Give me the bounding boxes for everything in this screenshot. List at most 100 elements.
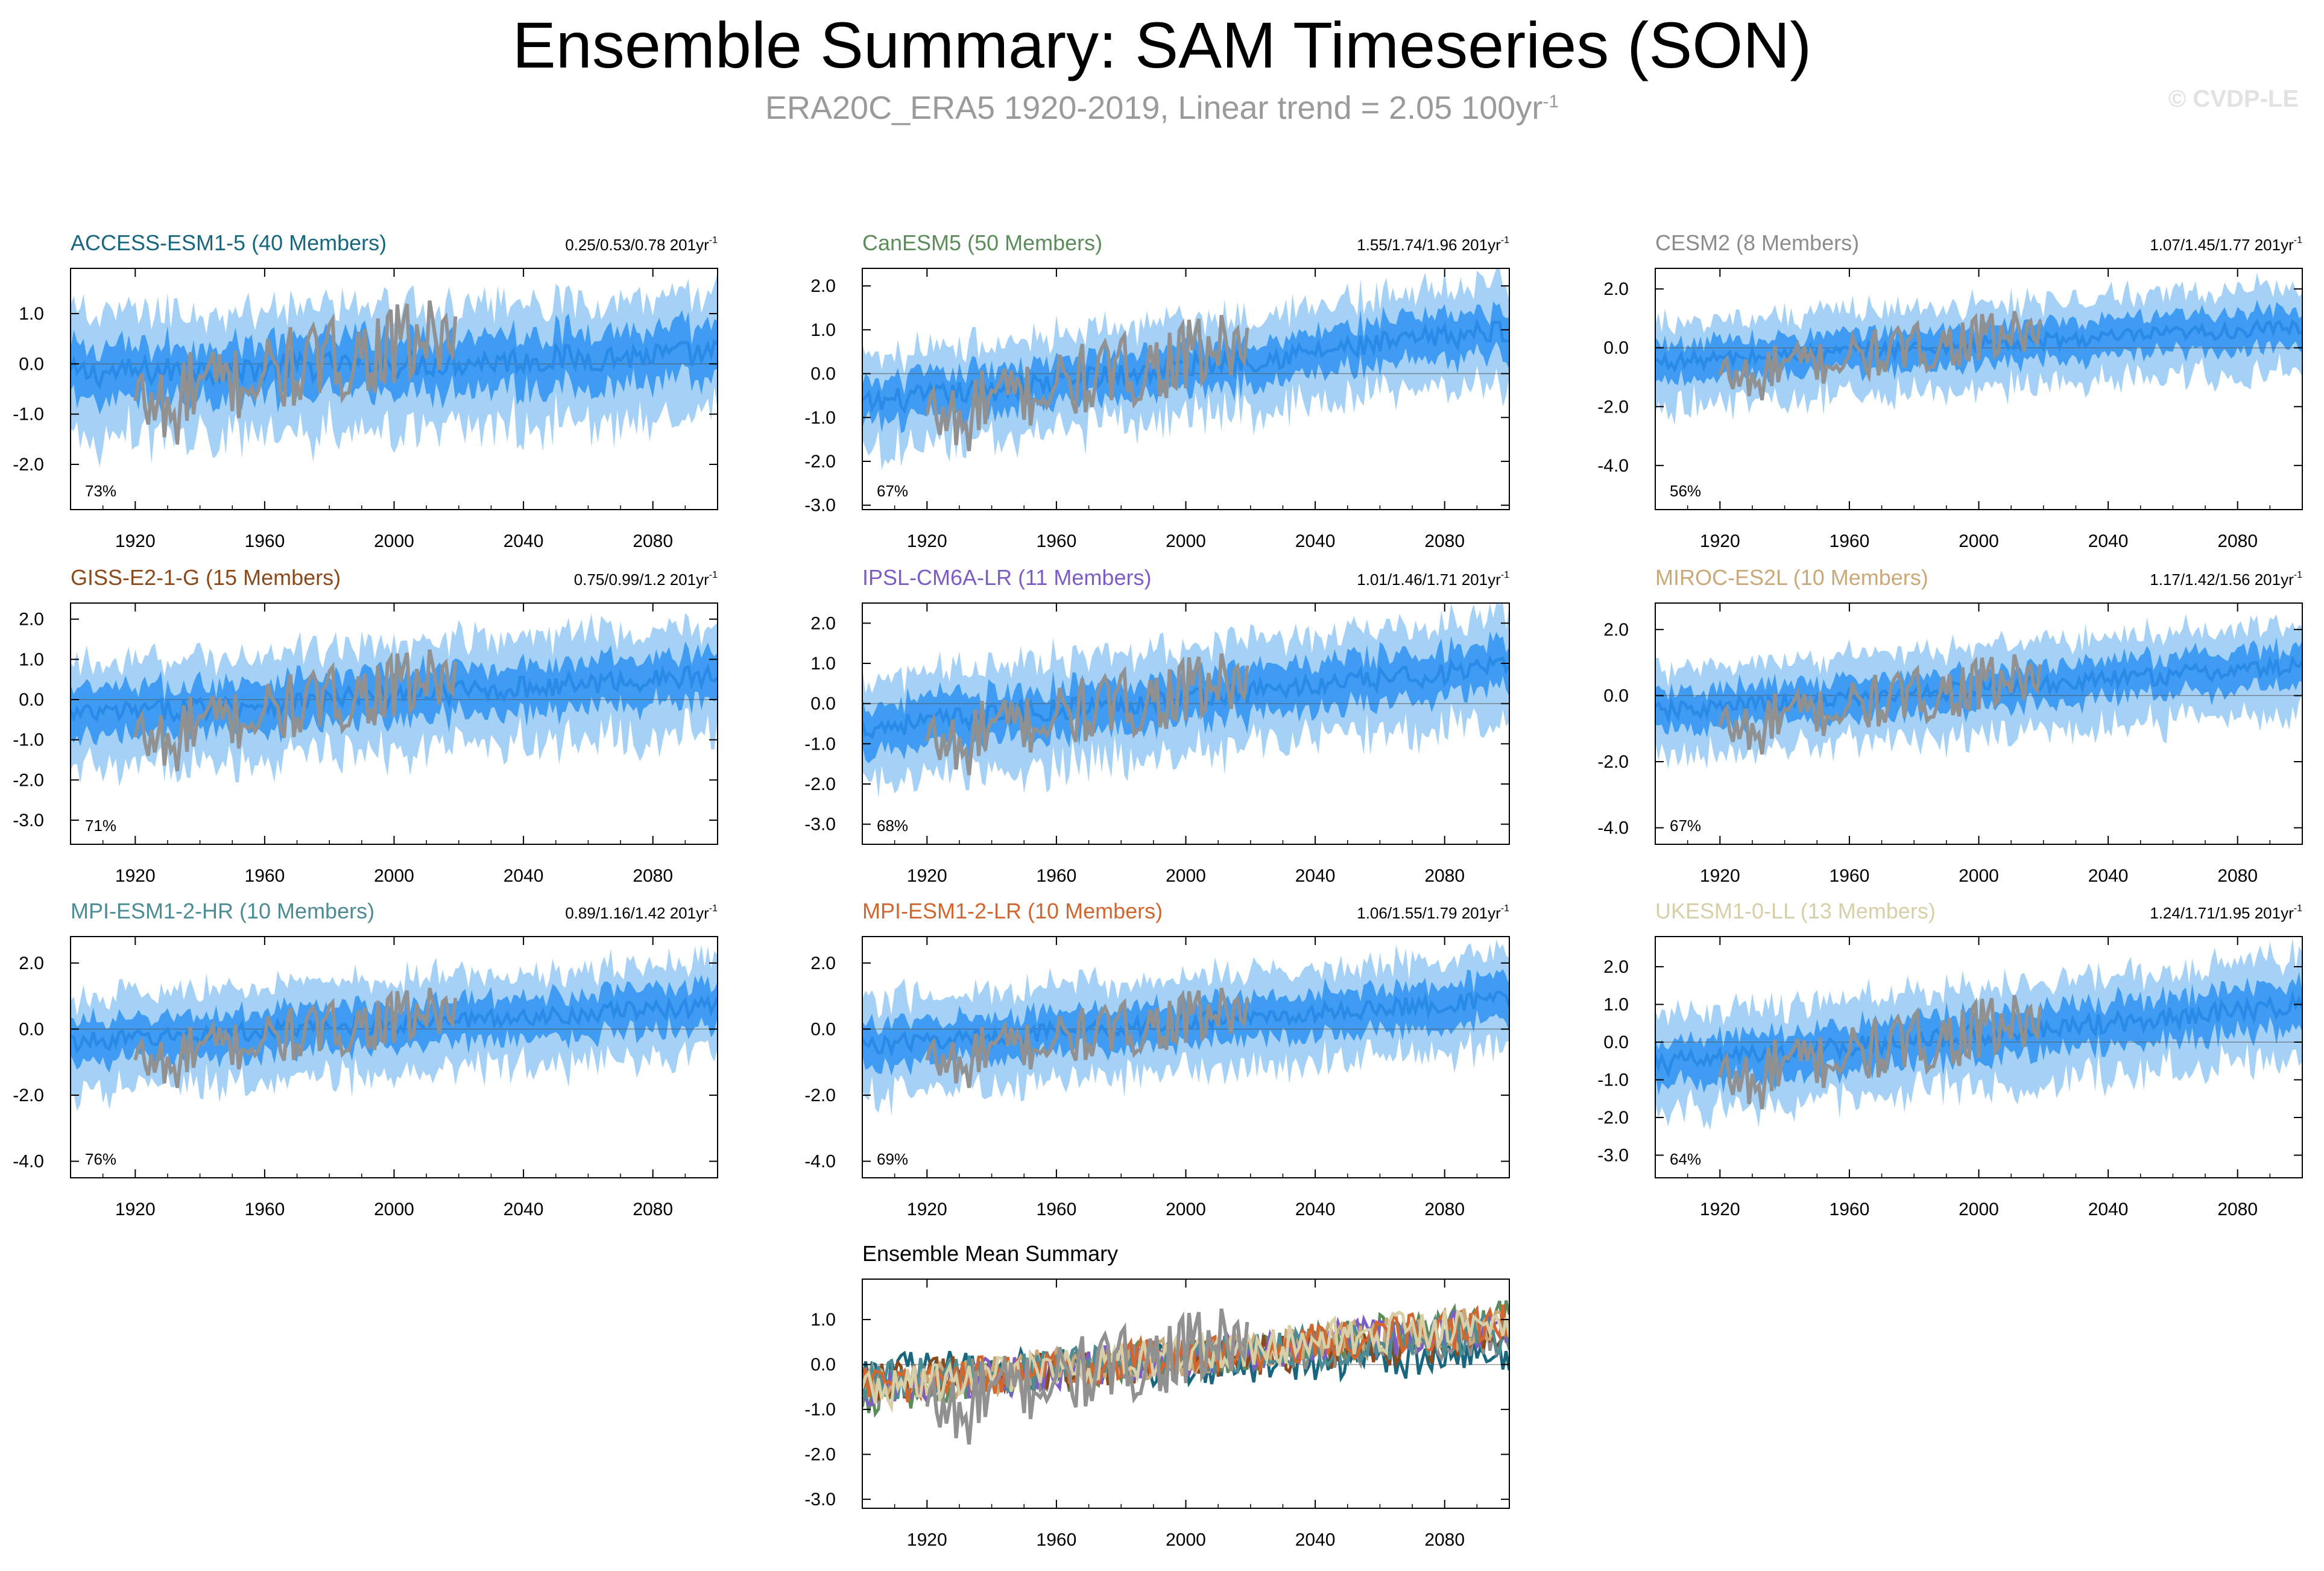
trend-unit-exponent: -1 <box>1501 903 1509 914</box>
y-tick-label: -2.0 <box>1597 1108 1629 1128</box>
y-tick-label: 1.0 <box>1603 995 1629 1015</box>
x-tick-label: 2080 <box>1424 531 1465 551</box>
trend-value: 1.07/1.45/1.77 201yr <box>2150 236 2294 254</box>
panel-canesm5: 1920 1960 2000 2040 2080 -3.0 -2.0 -1.0 0.0 1.0 2.… <box>804 230 1510 551</box>
x-tick-label: 2040 <box>504 531 544 551</box>
x-tick-label: 2040 <box>1295 866 1336 886</box>
figure-subtitle: ERA20C_ERA5 1920-2019, Linear trend = 2.… <box>0 89 2324 127</box>
panel-title: MPI-ESM1-2-HR (10 Members) <box>71 899 374 923</box>
panel-access-esm1-5: 1920 1960 2000 2040 2080 -2.0 -1.0 0.0 1.0 ACCESS… <box>13 230 718 551</box>
observations-line <box>1718 994 2042 1110</box>
x-tick-label: 2000 <box>1959 1200 1999 1219</box>
plot-area <box>71 613 718 786</box>
observations-line <box>1718 311 2042 400</box>
y-tick-label: -2.0 <box>13 1086 44 1105</box>
trend-unit-exponent: -1 <box>2294 903 2302 914</box>
panel-mpi-esm1-2-hr: 1920 1960 2000 2040 2080 -4.0 -2.0 0.0 2.0 MPI-ES… <box>13 899 718 1219</box>
y-tick-label: -4.0 <box>1597 456 1629 476</box>
plot-area <box>862 603 1509 798</box>
x-tick-label: 2080 <box>1424 1530 1465 1550</box>
panel-title: GISS-E2-1-G (15 Members) <box>71 565 341 590</box>
trend-unit-exponent: -1 <box>709 903 718 914</box>
x-tick-label: 1960 <box>245 866 285 886</box>
x-tick-label: 2040 <box>1295 531 1336 551</box>
credit-watermark: © CVDP-LE <box>2168 86 2299 112</box>
x-tick-label: 1920 <box>1700 531 1740 551</box>
trend-unit-exponent: -1 <box>2294 235 2302 245</box>
y-tick-label: -1.0 <box>804 1400 836 1420</box>
y-tick-label: -2.0 <box>804 452 836 472</box>
plot-area <box>862 268 1509 470</box>
x-tick-label: 2040 <box>1295 1200 1336 1219</box>
percent-label: 67% <box>877 482 908 500</box>
y-tick-label: 1.0 <box>19 650 44 669</box>
x-tick-label: 1960 <box>1037 1200 1077 1219</box>
panel-title: MIROC-ES2L (10 Members) <box>1655 565 1928 590</box>
x-tick-label: 1960 <box>245 531 285 551</box>
plot-area <box>1655 937 2302 1130</box>
trend-unit-exponent: -1 <box>1501 570 1509 580</box>
y-tick-label: 1.0 <box>810 320 836 340</box>
y-tick-label: 0.0 <box>1603 686 1629 706</box>
x-tick-label: 2080 <box>633 866 673 886</box>
trend-annotation: 0.25/0.53/0.78 201yr-1 <box>565 235 718 254</box>
panel-miroc-es2l: 1920 1960 2000 2040 2080 -4.0 -2.0 0.0 2.0 MIROC-… <box>1597 565 2303 886</box>
y-tick-label: 2.0 <box>19 953 44 973</box>
trend-annotation: 0.75/0.99/1.2 201yr-1 <box>574 570 718 589</box>
percent-label: 67% <box>1670 817 1701 835</box>
trend-value: 1.24/1.71/1.95 201yr <box>2150 904 2294 922</box>
panel-cesm2: 1920 1960 2000 2040 2080 -4.0 -2.0 0.0 2.0 CESM2 … <box>1597 230 2303 551</box>
trend-unit-exponent: -1 <box>2294 570 2302 580</box>
y-tick-label: -2.0 <box>1597 397 1629 417</box>
plot-area <box>71 273 718 467</box>
x-tick-label: 2040 <box>2088 531 2129 551</box>
y-tick-label: -1.0 <box>804 734 836 754</box>
y-tick-label: 2.0 <box>1603 957 1629 977</box>
x-tick-label: 1920 <box>115 866 156 886</box>
observations-line <box>133 300 458 445</box>
y-tick-label: -4.0 <box>804 1152 836 1172</box>
y-tick-label: 1.0 <box>810 654 836 674</box>
x-tick-label: 2080 <box>1424 1200 1465 1219</box>
y-tick-label: -2.0 <box>13 770 44 790</box>
y-tick-label: -2.0 <box>804 774 836 794</box>
x-tick-label: 1960 <box>1037 1530 1077 1550</box>
percent-label: 73% <box>85 482 116 500</box>
percent-label: 71% <box>85 817 116 835</box>
y-tick-label: 2.0 <box>1603 279 1629 299</box>
x-tick-label: 2000 <box>374 531 414 551</box>
y-tick-label: 0.0 <box>810 1019 836 1039</box>
y-tick-label: -3.0 <box>13 811 44 830</box>
x-tick-label: 2000 <box>374 1200 414 1219</box>
trend-value: 0.75/0.99/1.2 201yr <box>574 571 709 589</box>
trend-annotation: 1.07/1.45/1.77 201yr-1 <box>2150 235 2302 254</box>
x-tick-label: 2000 <box>374 866 414 886</box>
observations-line <box>925 987 1249 1089</box>
panel-title: UKESM1-0-LL (13 Members) <box>1655 899 1936 923</box>
panel-title: CanESM5 (50 Members) <box>862 230 1102 255</box>
plot-area <box>862 939 1509 1116</box>
x-tick-label: 2000 <box>1959 866 1999 886</box>
percent-label: 69% <box>877 1150 908 1168</box>
y-tick-label: 0.0 <box>19 690 44 710</box>
y-tick-label: -1.0 <box>804 408 836 428</box>
x-tick-label: 2040 <box>1295 1530 1336 1550</box>
y-tick-label: -3.0 <box>804 815 836 835</box>
x-tick-label: 2080 <box>2217 531 2258 551</box>
y-tick-label: 0.0 <box>810 1355 836 1375</box>
y-tick-label: 0.0 <box>810 364 836 384</box>
figure-title: Ensemble Summary: SAM Timeseries (SON) <box>512 8 1812 81</box>
trend-value: 1.01/1.46/1.71 201yr <box>1357 571 1501 589</box>
y-tick-label: 0.0 <box>810 694 836 714</box>
x-tick-label: 2080 <box>633 531 673 551</box>
x-tick-label: 2000 <box>1166 1530 1206 1550</box>
x-tick-label: 1920 <box>907 866 947 886</box>
y-tick-label: 0.0 <box>19 1019 44 1039</box>
x-tick-label: 2000 <box>1166 1200 1206 1219</box>
y-tick-label: -4.0 <box>13 1152 44 1172</box>
y-tick-label: 2.0 <box>810 613 836 633</box>
x-tick-label: 2040 <box>2088 866 2129 886</box>
x-tick-label: 1920 <box>907 1200 947 1219</box>
trend-value: 1.17/1.42/1.56 201yr <box>2150 571 2294 589</box>
